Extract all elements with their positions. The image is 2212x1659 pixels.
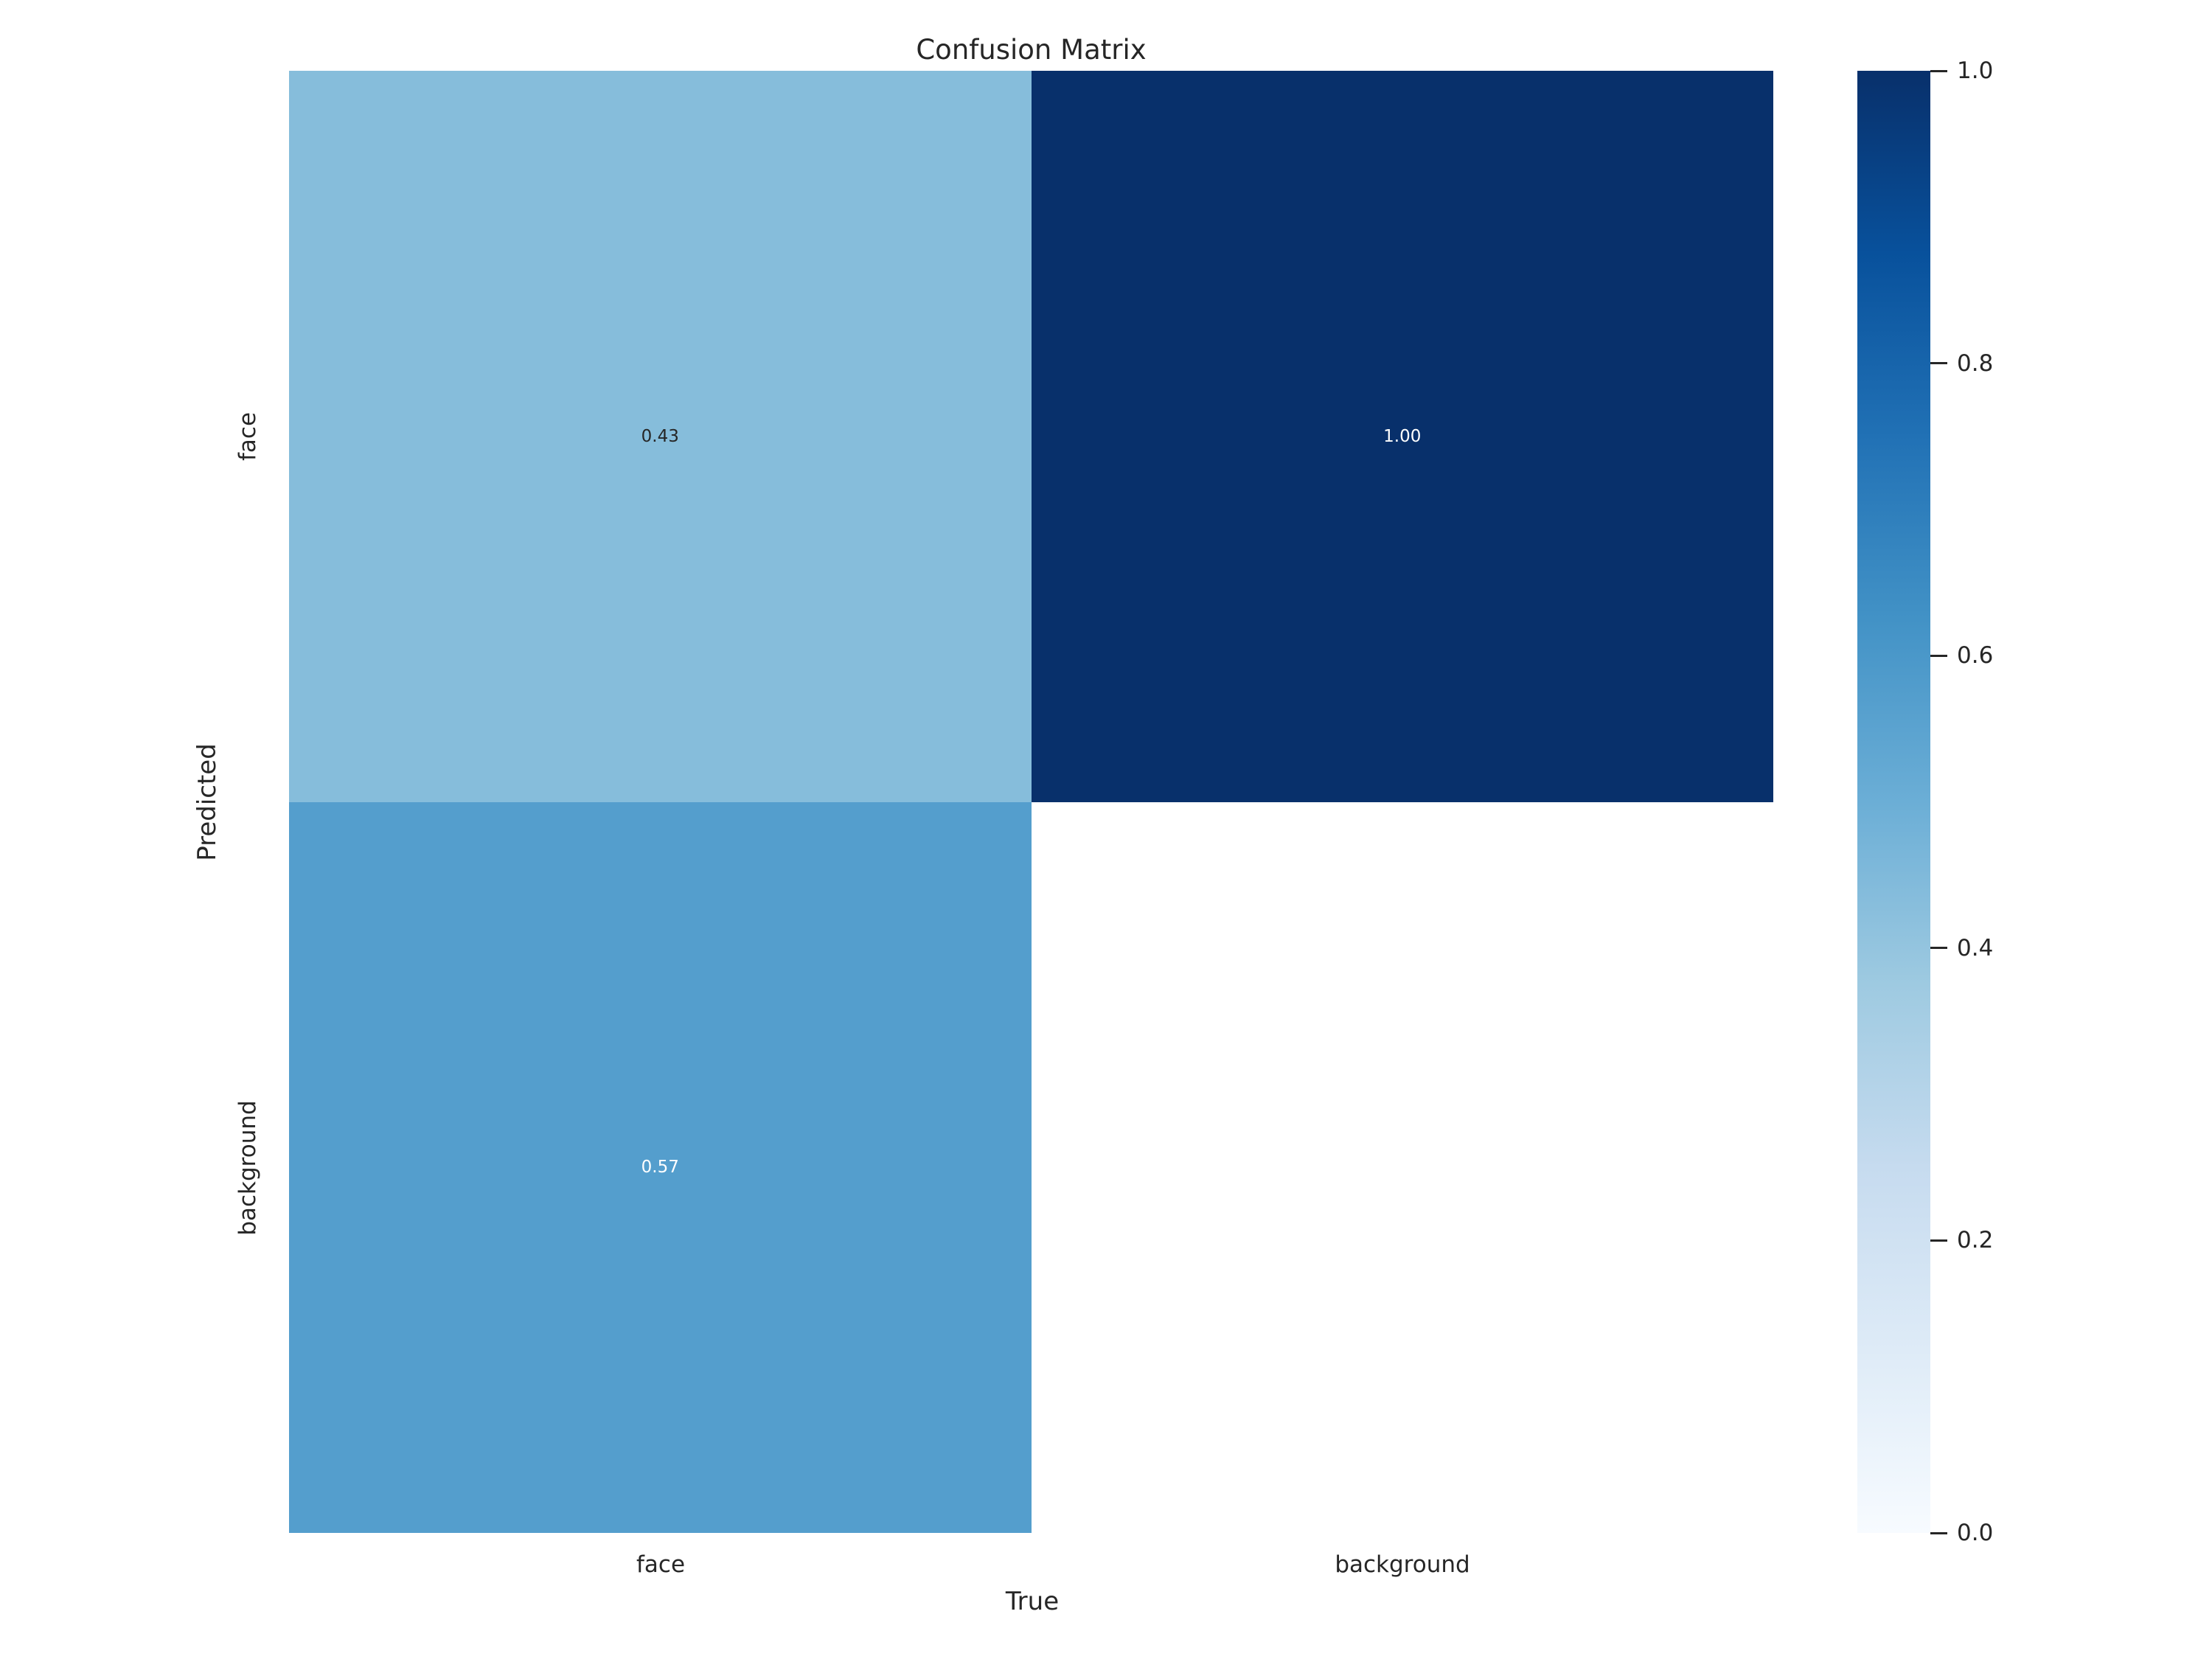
y-tick-label-background: background <box>234 1100 261 1236</box>
heatmap-cell-face-face: 0.43 <box>289 71 1032 802</box>
colorbar-tick-label: 0.2 <box>1957 1227 1994 1254</box>
colorbar-tick-mark <box>1930 947 1947 950</box>
x-tick-label-background: background <box>1335 1551 1470 1578</box>
heatmap-cell-background-background <box>1031 801 1773 1533</box>
colorbar-tick: 0.4 <box>1930 935 1993 961</box>
colorbar-tick: 0.2 <box>1930 1227 1993 1253</box>
chart-title: Confusion Matrix <box>916 34 1147 66</box>
colorbar-tick: 0.0 <box>1930 1520 1993 1546</box>
heatmap-grid: 0.43 1.00 0.57 <box>289 71 1773 1533</box>
x-tick-label-face: face <box>636 1551 686 1578</box>
colorbar-tick-label: 0.6 <box>1957 642 1994 669</box>
colorbar-tick-label: 0.0 <box>1957 1520 1994 1546</box>
x-axis-label: True <box>1005 1587 1060 1616</box>
heatmap-cell-background-face: 0.57 <box>289 801 1032 1533</box>
colorbar-tick: 0.6 <box>1930 642 1993 669</box>
colorbar-tick-mark <box>1930 1239 1947 1242</box>
colorbar: 1.0 0.8 0.6 0.4 0.2 0.0 <box>1857 58 1993 1546</box>
colorbar-tick-label: 1.0 <box>1957 58 1994 84</box>
colorbar-tick: 0.8 <box>1930 350 1993 377</box>
colorbar-tick-mark <box>1930 654 1947 657</box>
y-tick-label-face: face <box>234 411 261 462</box>
y-axis-label: Predicted <box>192 743 222 861</box>
colorbar-tick-label: 0.4 <box>1957 934 1994 961</box>
heatmap-cell-face-background: 1.00 <box>1031 71 1773 802</box>
colorbar-tick-label: 0.8 <box>1957 349 1994 377</box>
colorbar-tick-mark <box>1930 69 1947 72</box>
colorbar-tick-mark <box>1930 1531 1947 1534</box>
colorbar-tick: 1.0 <box>1930 58 1993 84</box>
colorbar-tick-mark <box>1930 362 1947 365</box>
